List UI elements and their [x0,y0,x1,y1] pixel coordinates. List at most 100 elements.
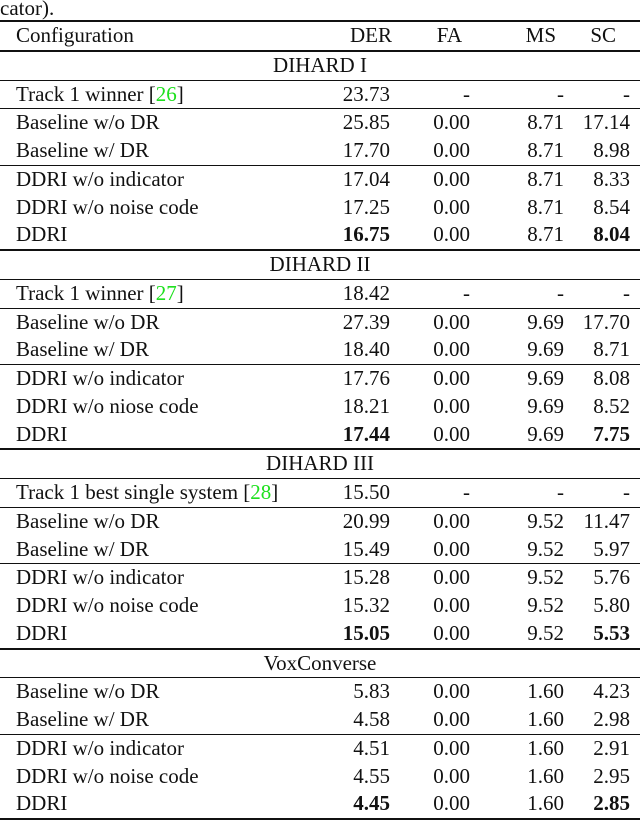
table-row: DDRI w/o indicator 4.51 0.00 1.60 2.91 [0,734,640,762]
citation-link[interactable]: 28 [250,480,272,504]
der-value: 4.58 [353,707,390,731]
fa-cell: 0.00 [394,336,476,364]
ms-value: 9.52 [527,565,564,590]
citation-link[interactable]: 27 [155,280,177,305]
fa-cell: 0.00 [394,763,476,791]
config-cell: Baseline w/ DR [0,706,330,734]
ms-value: 1.60 [527,791,564,816]
der-cell: 27.39 [330,308,394,336]
sc-cell: 2.98 [572,706,640,734]
fa-cell: 0.00 [394,564,476,592]
ms-value: 9.52 [527,593,564,617]
ms-cell: 9.52 [476,536,572,564]
config-label: Baseline w/o DR [16,110,160,135]
der-value: 15.05 [342,620,390,645]
sc-cell: 11.47 [572,507,640,535]
der-value: 17.04 [342,166,390,191]
table-row: DDRI w/o indicator 17.76 0.00 9.69 8.08 [0,365,640,393]
ms-cell: - [476,279,572,308]
config-cell: Track 1 winner [27] [16,280,184,305]
table-row: Baseline w/ DR 4.58 0.00 1.60 2.98 [0,706,640,735]
fa-value: 0.00 [433,110,470,135]
ms-value: 9.52 [527,536,564,561]
fa-cell: 0.00 [394,137,476,165]
sc-cell: 8.98 [572,137,640,165]
ms-cell: 9.69 [476,421,572,450]
fa-value: 0.00 [433,166,470,191]
citation-link[interactable]: 26 [155,81,177,106]
sc-value: - [623,81,630,106]
fa-cell: 0.00 [394,706,476,734]
sc-value: 11.47 [583,508,630,533]
config-label: Baseline w/o DR [16,309,160,334]
ms-value: - [557,81,564,106]
fa-value: 0.00 [433,138,470,162]
config-label: DDRI w/o indicator [16,366,184,390]
ms-value: 9.52 [527,620,564,645]
section-title: VoxConverse [0,648,640,679]
section-header-row: DIHARD I [0,50,640,81]
ms-value: 9.52 [527,508,564,533]
ms-value: 1.60 [527,679,564,704]
fa-value: 0.00 [433,309,470,334]
der-cell: 17.76 [330,365,394,393]
config-cell: DDRI w/o indicator [0,165,330,193]
config-cell: DDRI [0,221,330,250]
sc-value: 2.85 [593,791,630,816]
sc-cell: 5.76 [572,564,640,592]
config-cell: DDRI w/o indicator [0,365,330,393]
fa-value: 0.00 [433,620,470,645]
der-cell: 17.25 [330,194,394,222]
ms-cell: - [476,479,572,508]
config-cell: DDRI w/o indicator [0,564,330,592]
table-row: DDRI 15.05 0.00 9.52 5.53 [0,620,640,649]
der-value: 17.25 [342,194,390,219]
config-label: DDRI w/o noise code [16,593,199,617]
config-label: DDRI w/o noise code [16,194,199,219]
der-value: 15.32 [342,593,390,617]
sc-cell: 5.97 [572,536,640,564]
table-row: DDRI 16.75 0.00 8.71 8.04 [0,221,640,250]
ms-cell: 1.60 [476,734,572,762]
fa-cell: 0.00 [394,734,476,762]
der-value: 18.42 [342,280,390,305]
fa-cell: 0.00 [394,678,476,706]
sc-value: 5.76 [593,565,630,590]
der-value: 20.99 [342,508,390,533]
fa-value: 0.00 [433,421,470,446]
der-cell: 4.58 [330,706,394,734]
sc-cell: 17.14 [572,109,640,137]
config-label: Baseline w/ DR [16,536,149,561]
config-label: DDRI [16,620,68,645]
der-cell: 15.32 [330,592,394,620]
config-label: DDRI [16,791,68,816]
der-value: 4.51 [353,735,390,760]
fa-value: 0.00 [433,707,470,731]
table-row: DDRI w/o indicator 15.28 0.00 9.52 5.76 [0,564,640,592]
sc-cell: 7.75 [572,421,640,450]
ms-cell: 1.60 [476,763,572,791]
config-label: Baseline w/ DR [16,707,149,731]
fa-cell: 0.00 [394,620,476,649]
der-value: 4.45 [353,791,390,816]
config-cell: DDRI w/o noise code [0,592,330,620]
table-row: DDRI w/o noise code 17.25 0.00 8.71 8.54 [0,194,640,222]
config-label: DDRI w/o noise code [16,763,199,788]
fa-value: 0.00 [433,222,470,247]
ms-cell: 9.52 [476,620,572,649]
table-row: DDRI w/o noise code 15.32 0.00 9.52 5.80 [0,592,640,620]
header-der: DER [350,23,392,47]
sc-value: 8.71 [593,337,630,362]
header-fa: FA [436,23,462,47]
header-sc: SC [590,23,616,47]
sc-value: 2.91 [593,735,630,760]
sc-value: 17.14 [582,110,630,135]
ms-value: 1.60 [527,735,564,760]
fa-cell: 0.00 [394,194,476,222]
table-row: DDRI w/o noise code 4.55 0.00 1.60 2.95 [0,763,640,791]
table-row: Baseline w/ DR 15.49 0.00 9.52 5.97 [0,536,640,564]
table-row: DDRI w/o indicator 17.04 0.00 8.71 8.33 [0,165,640,193]
config-cell: DDRI w/o indicator [0,734,330,762]
sc-cell: - [572,80,640,109]
config-cell: DDRI [0,421,330,450]
